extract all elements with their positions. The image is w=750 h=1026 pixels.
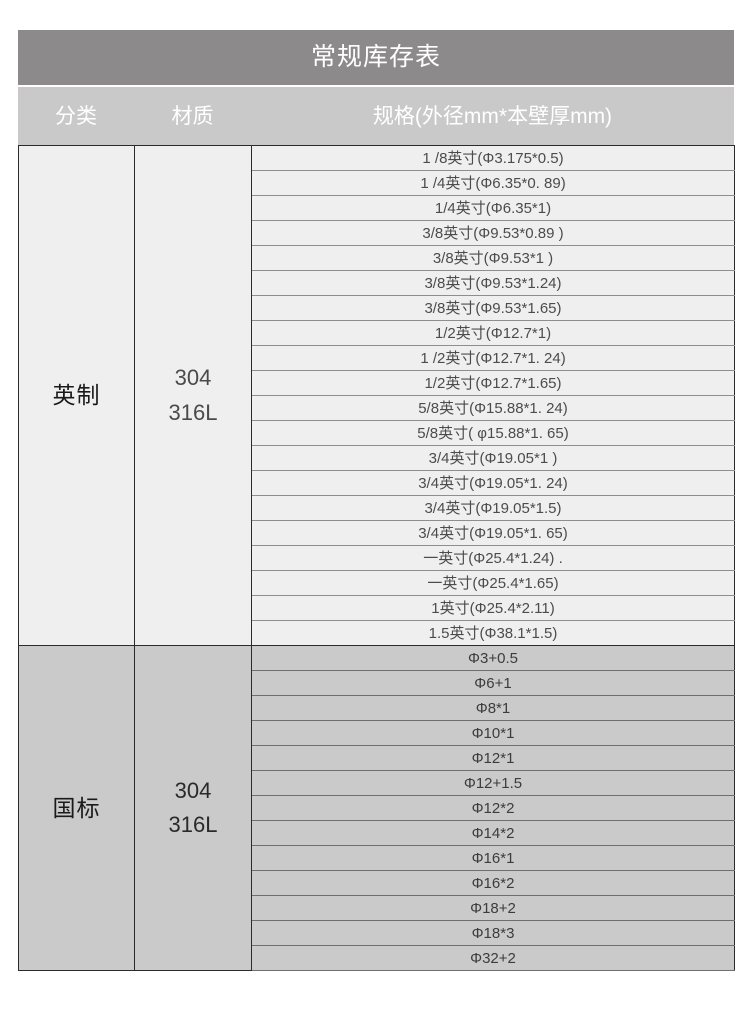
spec-cell: Φ6+1 — [251, 670, 735, 696]
table-title-band: 常规库存表 — [18, 30, 734, 85]
table-row: Φ18*3 — [19, 920, 735, 946]
table-row: 1 /2英寸(Φ12.7*1. 24) — [19, 345, 735, 371]
table-row: Φ12*2 — [19, 795, 735, 821]
category-label: 英制 — [52, 382, 101, 408]
spec-cell: Φ12+1.5 — [251, 770, 735, 796]
spec-cell: Φ12*1 — [251, 745, 735, 771]
spec-cell: 1/4英寸(Φ6.35*1) — [251, 195, 735, 221]
spec-cell: 1/2英寸(Φ12.7*1.65) — [251, 370, 735, 396]
spec-cell: Φ10*1 — [251, 720, 735, 746]
spec-cell: 3/4英寸(Φ19.05*1 ) — [251, 445, 735, 471]
spec-cell: Φ16*1 — [251, 845, 735, 871]
spec-cell: 3/8英寸(Φ9.53*1.65) — [251, 295, 735, 321]
spec-cell: 5/8英寸(Φ15.88*1. 24) — [251, 395, 735, 421]
table-row: Φ16*2 — [19, 870, 735, 896]
table-row: Φ12+1.5 — [19, 770, 735, 796]
category-cell: 英制 — [18, 145, 135, 646]
material-cell: 304 316L — [134, 145, 252, 646]
spec-cell: 1 /8英寸(Φ3.175*0.5) — [251, 145, 735, 171]
table-row: 3/4英寸(Φ19.05*1.5) — [19, 495, 735, 521]
column-header-spec: 规格(外径mm*本壁厚mm) — [372, 104, 613, 128]
material-line: 304 — [174, 777, 212, 803]
page-title: 常规库存表 — [310, 43, 441, 71]
spec-cell: 3/4英寸(Φ19.05*1. 65) — [251, 520, 735, 546]
table-row: 1英寸(Φ25.4*2.11) — [19, 595, 735, 621]
table-row: 1/2英寸(Φ12.7*1) — [19, 320, 735, 346]
material-line: 316L — [168, 812, 218, 837]
column-header-category: 分类 — [55, 104, 97, 128]
table-row: 5/8英寸(Φ15.88*1. 24) — [19, 395, 735, 421]
material-lines: 304 316L — [135, 774, 251, 842]
spec-cell: Φ8*1 — [251, 695, 735, 721]
table-row: 3/8英寸(Φ9.53*1 ) — [19, 245, 735, 271]
spec-cell: 1 /2英寸(Φ12.7*1. 24) — [251, 345, 735, 371]
spec-cell: Φ16*2 — [251, 870, 735, 896]
spec-cell: 1/2英寸(Φ12.7*1) — [251, 320, 735, 346]
spec-cell: Φ12*2 — [251, 795, 735, 821]
table-row: Φ8*1 — [19, 695, 735, 721]
table-row: Φ16*1 — [19, 845, 735, 871]
column-header-band: 分类 材质 规格(外径mm*本壁厚mm) — [18, 87, 734, 145]
spec-cell: 一英寸(Φ25.4*1.65) — [251, 570, 735, 596]
material-line: 304 — [174, 365, 212, 391]
table-row: Φ12*1 — [19, 745, 735, 771]
column-header-material: 材质 — [171, 104, 214, 128]
category-cell: 国标 — [18, 645, 135, 971]
spec-cell: 1.5英寸(Φ38.1*1.5) — [251, 620, 735, 646]
inventory-table: 英制 304 316L 1 /8英寸(Φ3.175*0.5) 1 /4英寸(Φ6.35*… — [18, 145, 735, 971]
spec-cell: Φ3+0.5 — [251, 645, 735, 671]
spec-cell: Φ32+2 — [251, 945, 735, 971]
table-row: 1/2英寸(Φ12.7*1.65) — [19, 370, 735, 396]
spec-cell: 1 /4英寸(Φ6.35*0. 89) — [251, 170, 735, 196]
spec-cell: Φ18+2 — [251, 895, 735, 921]
table-row: 3/8英寸(Φ9.53*0.89 ) — [19, 220, 735, 246]
category-label: 国标 — [52, 794, 101, 821]
spec-cell: 3/4英寸(Φ19.05*1.5) — [251, 495, 735, 521]
table-row: 英制 304 316L 1 /8英寸(Φ3.175*0.5) — [18, 145, 735, 646]
table-row: 国标 304 316L Φ3+0.5 — [18, 645, 735, 971]
table-body: 英制 304 316L 1 /8英寸(Φ3.175*0.5) 1 /4英寸(Φ6.35*… — [18, 145, 735, 971]
table-row: 3/8英寸(Φ9.53*1.24) — [19, 270, 735, 296]
table-row: 3/8英寸(Φ9.53*1.65) — [19, 295, 735, 321]
table-row: 3/4英寸(Φ19.05*1. 24) — [19, 470, 735, 496]
spec-cell: 1英寸(Φ25.4*2.11) — [251, 595, 735, 621]
spec-cell: 3/8英寸(Φ9.53*1.24) — [251, 270, 735, 296]
material-line: 316L — [168, 399, 218, 425]
material-lines: 304 316L — [135, 361, 251, 429]
table-row: Φ32+2 — [19, 945, 735, 971]
table-row: 1 /4英寸(Φ6.35*0. 89) — [19, 170, 735, 196]
spec-cell: 一英寸(Φ25.4*1.24) . — [251, 545, 735, 571]
spec-cell: 5/8英寸( φ15.88*1. 65) — [251, 420, 735, 446]
table-row: Φ18+2 — [19, 895, 735, 921]
table-row: 5/8英寸( φ15.88*1. 65) — [19, 420, 735, 446]
spec-cell: Φ14*2 — [251, 820, 735, 846]
spec-cell: 3/4英寸(Φ19.05*1. 24) — [251, 470, 735, 496]
spec-cell: Φ18*3 — [251, 920, 735, 946]
table-row: 1.5英寸(Φ38.1*1.5) — [19, 620, 735, 646]
spec-cell: 3/8英寸(Φ9.53*0.89 ) — [251, 220, 735, 246]
table-row: 3/4英寸(Φ19.05*1. 65) — [19, 520, 735, 546]
spec-cell: 3/8英寸(Φ9.53*1 ) — [251, 245, 735, 271]
material-cell: 304 316L — [134, 645, 252, 971]
table-row: 3/4英寸(Φ19.05*1 ) — [19, 445, 735, 471]
